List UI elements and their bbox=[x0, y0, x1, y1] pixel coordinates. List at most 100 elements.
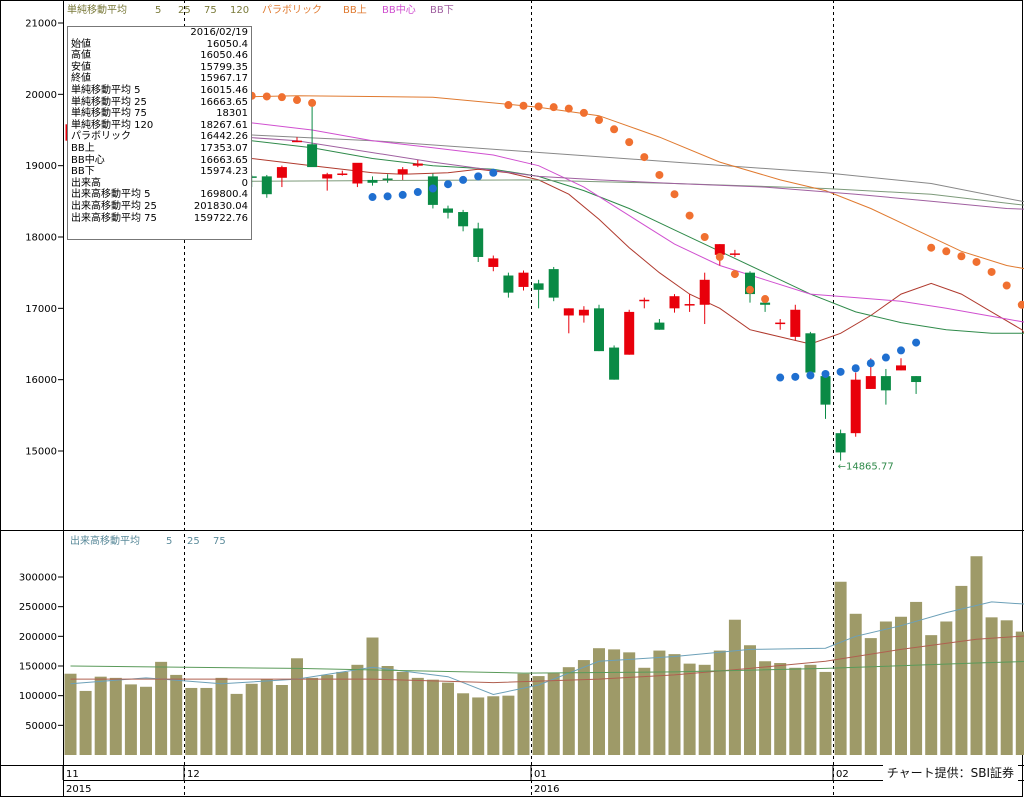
sar-dot bbox=[474, 172, 483, 181]
sar-dot bbox=[444, 180, 452, 189]
sar-dot bbox=[655, 170, 664, 179]
volume-bar bbox=[819, 671, 832, 755]
legend-volume-ma-75: 75 bbox=[213, 536, 226, 547]
sar-dot bbox=[881, 353, 890, 362]
price-y-tick-label: 15000 bbox=[25, 447, 57, 458]
info-row: 高値 16050.46 bbox=[71, 50, 248, 62]
info-row: BB下 15974.23 bbox=[71, 166, 248, 178]
year-label: 2015 bbox=[66, 784, 91, 795]
sar-dot bbox=[685, 211, 694, 220]
info-row-value: 15799.35 bbox=[200, 61, 248, 73]
volume-bar bbox=[442, 682, 454, 755]
volume-bar bbox=[291, 658, 303, 755]
volume-bar bbox=[1000, 620, 1013, 755]
volume-y-tick-label: 150000 bbox=[19, 662, 57, 673]
volume-bar bbox=[185, 687, 198, 755]
candle-body bbox=[548, 269, 559, 298]
ma5-line bbox=[206, 143, 1024, 345]
x-axis-labels: 11 12 01 02 2015 2016 bbox=[62, 765, 849, 795]
sar-dot bbox=[912, 338, 921, 347]
volume-bar bbox=[140, 686, 152, 755]
info-row-value: 16442.26 bbox=[200, 131, 248, 143]
volume-y-tick-label: 100000 bbox=[19, 691, 57, 702]
sar-dot bbox=[746, 285, 754, 294]
info-row-value: 18301 bbox=[216, 108, 248, 120]
candle-body bbox=[805, 333, 816, 373]
candle-body bbox=[714, 244, 725, 255]
volume-bar bbox=[955, 585, 968, 755]
candle-body bbox=[307, 144, 318, 168]
sar-dot bbox=[308, 98, 317, 107]
candle-body bbox=[473, 228, 484, 257]
legend-sma-120: 120 bbox=[230, 5, 249, 16]
volume-bar bbox=[804, 664, 817, 755]
volume-bar bbox=[547, 673, 560, 755]
info-row: 出来高移動平均 75 159722.76 bbox=[71, 213, 248, 225]
info-row-label: 終値 bbox=[71, 73, 91, 85]
sar-dot bbox=[383, 192, 392, 201]
candle-body bbox=[609, 347, 620, 380]
volume-y-tick-label: 250000 bbox=[19, 602, 57, 613]
info-row: BB上 17353.07 bbox=[71, 143, 248, 155]
volume-bar bbox=[124, 684, 137, 755]
volume-bar bbox=[925, 635, 938, 755]
candle-body bbox=[699, 279, 710, 305]
candle-body bbox=[594, 308, 604, 352]
volume-bar bbox=[562, 667, 575, 755]
sar-dot bbox=[534, 102, 543, 111]
low-price-annotation: ←14865.77 bbox=[838, 462, 894, 473]
sar-dot bbox=[504, 101, 513, 110]
info-row-value: 16050.4 bbox=[206, 38, 248, 50]
sar-dot bbox=[428, 184, 437, 193]
volume-bar bbox=[1015, 631, 1024, 755]
info-row-value: 16015.46 bbox=[200, 84, 248, 96]
volume-bar bbox=[698, 664, 711, 755]
candle-body bbox=[276, 167, 287, 178]
candle-body bbox=[292, 140, 302, 143]
candle-body bbox=[654, 322, 665, 330]
price-y-tick-label: 17000 bbox=[25, 304, 57, 315]
volume-bar bbox=[351, 664, 364, 755]
volume-bars bbox=[64, 556, 1024, 755]
sar-dot bbox=[293, 96, 301, 105]
sar-dot bbox=[866, 359, 875, 368]
volume-y-axis: 300000 250000 200000 150000 100000 50000 bbox=[19, 573, 63, 732]
volume-bar bbox=[532, 676, 545, 755]
volume-y-tick-label: 300000 bbox=[19, 573, 57, 584]
info-row-label: 単純移動平均 75 bbox=[71, 108, 147, 120]
info-row-label: 高値 bbox=[71, 50, 91, 62]
info-row-value: 169800.4 bbox=[200, 189, 248, 201]
sar-dot bbox=[851, 364, 860, 373]
sar-dot bbox=[715, 252, 724, 261]
info-row: BB中心 16663.65 bbox=[71, 155, 248, 167]
sar-dot bbox=[579, 108, 588, 117]
volume-bar bbox=[577, 660, 590, 755]
ohlc-info-box: 2016/02/19 始値 16050.4 高値 16050.46 安値 15799.35… bbox=[67, 26, 252, 240]
info-date: 2016/02/19 bbox=[190, 27, 248, 38]
volume-bar bbox=[728, 619, 741, 755]
candle-body bbox=[412, 163, 423, 166]
sar-dot bbox=[700, 233, 709, 241]
info-row-label: 出来高 bbox=[71, 177, 101, 189]
volume-bar bbox=[426, 679, 439, 755]
candle-body bbox=[503, 275, 514, 293]
volume-bar bbox=[502, 695, 515, 755]
sar-dot bbox=[730, 270, 739, 279]
volume-y-tick-label: 200000 bbox=[19, 632, 57, 643]
info-row-value: 16050.46 bbox=[200, 50, 248, 62]
sar-dot bbox=[957, 252, 966, 261]
legend-bb-lower: BB下 bbox=[430, 5, 454, 16]
sar-dot bbox=[459, 175, 468, 184]
volume-bar bbox=[608, 649, 621, 755]
volume-bar bbox=[638, 667, 651, 755]
candle-body bbox=[684, 304, 695, 306]
candle-body bbox=[835, 433, 846, 453]
candle-body bbox=[352, 162, 363, 184]
sar-dot bbox=[791, 372, 800, 381]
legend-sma-5: 5 bbox=[155, 5, 161, 16]
info-row: 出来高移動平均 5 169800.4 bbox=[71, 189, 248, 201]
info-row-value: 0 bbox=[241, 177, 248, 189]
price-y-tick-label: 21000 bbox=[25, 19, 57, 30]
info-row-value: 16663.65 bbox=[200, 154, 248, 166]
